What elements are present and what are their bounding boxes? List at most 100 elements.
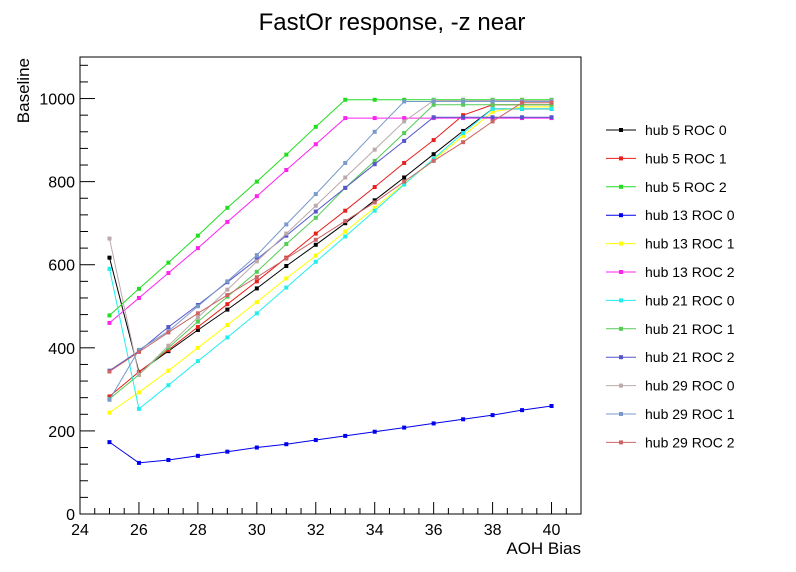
data-point <box>461 131 466 136</box>
series-line <box>109 106 552 414</box>
data-point <box>195 359 200 364</box>
legend-marker <box>619 298 623 303</box>
legend-marker <box>619 184 623 189</box>
series-layer <box>107 97 554 465</box>
data-point <box>461 102 466 107</box>
legend-label: hub 21 ROC 2 <box>645 349 735 365</box>
data-point <box>166 368 171 373</box>
data-point <box>284 152 289 157</box>
legend-marker <box>619 270 623 274</box>
data-point <box>136 347 141 352</box>
data-point <box>284 276 289 281</box>
data-point <box>166 345 171 350</box>
legend-marker <box>619 213 623 218</box>
data-point <box>402 138 407 143</box>
legend-item: hub 21 ROC 2 <box>606 349 735 365</box>
legend-item: hub 21 ROC 0 <box>606 292 735 308</box>
data-point <box>549 100 554 105</box>
y-tick-label: 400 <box>48 341 75 358</box>
data-point <box>195 327 200 332</box>
data-point <box>284 222 289 227</box>
data-point <box>166 325 171 330</box>
data-point <box>490 99 495 104</box>
data-point <box>402 116 407 121</box>
data-point <box>402 99 407 104</box>
x-tick-label: 30 <box>248 522 266 539</box>
data-point <box>254 179 259 184</box>
legend: hub 5 ROC 0 hub 5 ROC 1 hub 5 ROC 2 hub 13 … <box>606 122 735 450</box>
x-axis-label: AOH Bias <box>506 539 581 558</box>
data-point <box>549 403 554 408</box>
data-point <box>136 295 141 300</box>
data-point <box>549 106 554 111</box>
x-tick-label: 34 <box>366 522 384 539</box>
data-point <box>431 138 436 143</box>
data-point <box>284 168 289 173</box>
data-point <box>549 115 554 120</box>
data-point <box>490 106 495 111</box>
legend-marker <box>619 156 623 161</box>
data-point <box>461 417 466 422</box>
data-point <box>372 208 377 213</box>
data-point <box>313 124 318 129</box>
y-tick-label: 800 <box>48 175 75 192</box>
data-point <box>107 394 112 399</box>
series-6 <box>107 116 554 325</box>
legend-marker <box>619 128 623 132</box>
legend-label: hub 13 ROC 1 <box>645 236 735 252</box>
data-point <box>107 440 112 445</box>
data-point <box>166 343 171 348</box>
data-point <box>225 335 230 340</box>
series-7 <box>107 106 554 411</box>
data-point <box>195 304 200 309</box>
data-point <box>343 116 348 121</box>
legend-label: hub 21 ROC 0 <box>645 292 735 308</box>
x-tick-label: 36 <box>425 522 443 539</box>
data-point <box>520 408 525 413</box>
data-point <box>284 263 289 268</box>
legend-item: hub 21 ROC 1 <box>606 321 735 337</box>
series-line <box>109 108 552 410</box>
data-point <box>313 209 318 214</box>
data-point <box>402 175 407 180</box>
data-point <box>195 246 200 251</box>
data-point <box>402 182 407 187</box>
data-point <box>313 142 318 147</box>
data-point <box>461 133 466 138</box>
data-point <box>461 115 466 120</box>
data-point <box>166 260 171 265</box>
legend-marker <box>619 326 623 331</box>
data-point <box>402 179 407 184</box>
data-point <box>254 311 259 316</box>
y-tick-label: 200 <box>48 424 75 441</box>
data-point <box>107 397 112 402</box>
data-point <box>136 372 141 377</box>
data-point <box>166 347 171 352</box>
data-point <box>431 102 436 107</box>
data-point <box>520 106 525 111</box>
data-point <box>313 237 318 242</box>
data-point <box>254 257 259 262</box>
series-8 <box>107 102 554 401</box>
series-2 <box>107 102 554 399</box>
series-4 <box>107 403 554 465</box>
data-point <box>313 192 318 197</box>
data-point <box>107 236 112 241</box>
data-point <box>107 320 112 325</box>
y-tick-label: 600 <box>48 258 75 275</box>
legend-marker <box>619 383 623 388</box>
series-line <box>109 117 552 324</box>
data-point <box>166 271 171 276</box>
legend-marker <box>619 241 623 246</box>
data-point <box>343 175 348 180</box>
data-point <box>284 256 289 261</box>
data-point <box>136 390 141 395</box>
data-point <box>195 325 200 330</box>
data-point <box>520 100 525 105</box>
data-point <box>343 433 348 438</box>
legend-item: hub 29 ROC 2 <box>606 434 735 450</box>
data-point <box>490 102 495 107</box>
legend-label: hub 13 ROC 2 <box>645 264 735 280</box>
legend-marker <box>619 412 623 416</box>
